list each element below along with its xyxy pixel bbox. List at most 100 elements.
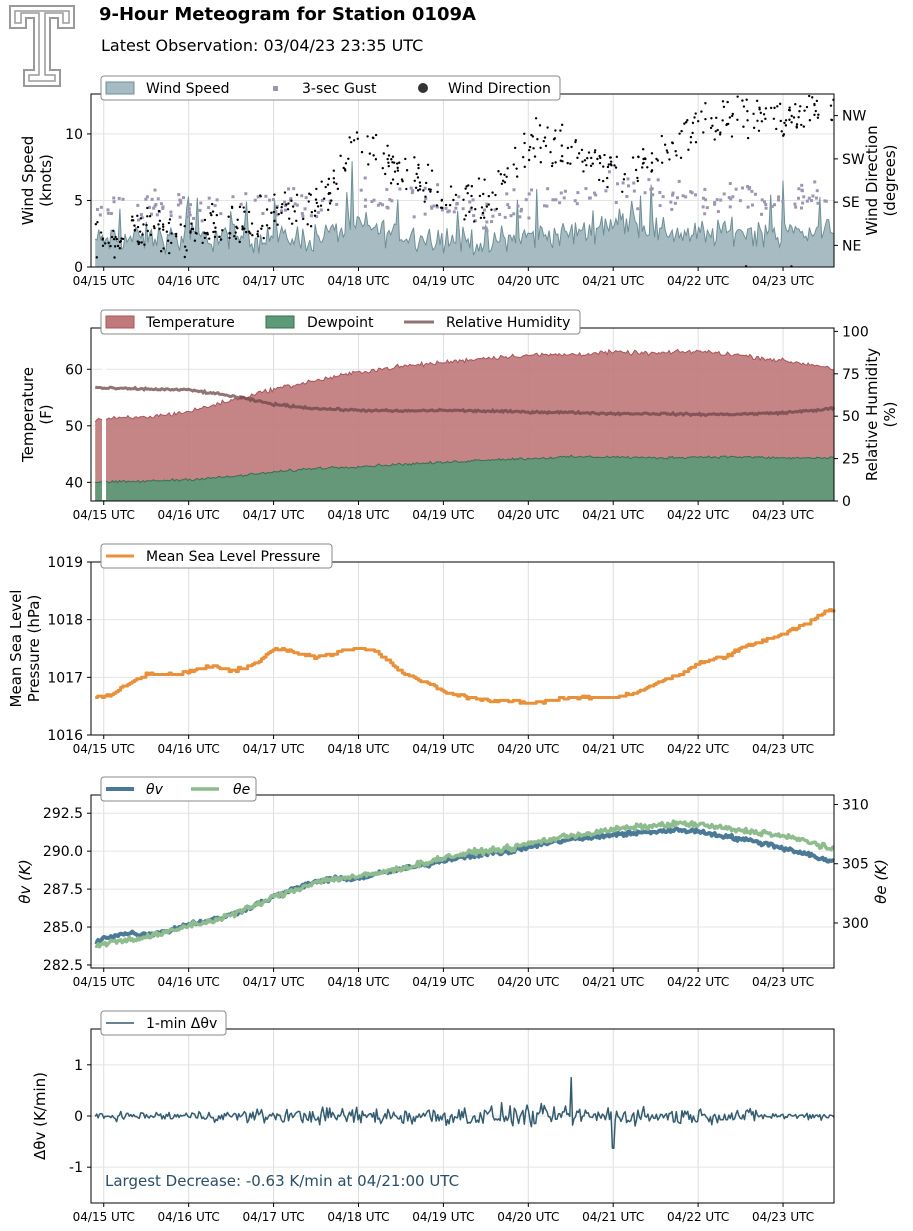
x-tick-label: 04/16 UTC <box>158 274 220 288</box>
theta-v-axis-label: θv (K) <box>16 859 34 903</box>
wind-direction-point <box>136 214 139 218</box>
wind-direction-point <box>104 242 107 245</box>
gust-point <box>563 189 567 193</box>
wind-direction-point <box>593 151 597 154</box>
wind-direction-point <box>136 240 139 243</box>
wind-direction-point <box>261 224 264 228</box>
gust-point <box>616 182 620 186</box>
wind-direction-point <box>813 103 816 107</box>
wind-direction-point <box>487 194 491 198</box>
relative-humidity-axis-label-line: Relative Humidity <box>863 348 881 481</box>
wind-direction-point <box>759 111 762 115</box>
wind-direction-point <box>143 243 146 246</box>
wind-direction-point <box>283 191 287 194</box>
wind-direction-point <box>762 113 766 116</box>
pressure-axis-label-line: Pressure (hPa) <box>25 595 43 703</box>
gust-point <box>364 198 368 202</box>
wind-direction-point <box>133 224 136 227</box>
gust-point <box>636 207 640 211</box>
wind-direction-point <box>290 222 294 225</box>
wind-direction-point <box>391 155 395 158</box>
wind-direction-point <box>727 122 730 126</box>
wind-direction-point <box>736 95 739 98</box>
gust-point <box>455 201 459 205</box>
relative-humidity-axis-label: Relative Humidity(%) <box>863 348 899 481</box>
wind-direction-point <box>574 140 577 144</box>
wind-direction-point <box>158 219 162 222</box>
y-tick-label: 5 <box>74 193 83 209</box>
gust-point <box>551 198 555 202</box>
gust-point <box>750 189 754 193</box>
y2-tick-label: 75 <box>842 367 860 383</box>
gust-point <box>147 205 151 209</box>
wind-direction-point <box>666 151 669 154</box>
wind-direction-point <box>746 109 749 113</box>
gust-point <box>169 214 173 218</box>
y2-tick-label: SE <box>842 195 860 211</box>
wind-direction-point <box>256 232 259 236</box>
legend-direction-swatch <box>418 83 428 93</box>
gust-point <box>315 215 319 219</box>
gust-point <box>481 212 485 216</box>
wind-direction-point <box>332 181 336 184</box>
wind-direction-point <box>413 179 416 182</box>
wind-direction-point <box>636 176 639 180</box>
y-tick-label: 50 <box>65 419 83 435</box>
wind-direction-point <box>569 162 572 165</box>
wind-direction-point <box>262 236 265 240</box>
gust-point <box>187 210 191 214</box>
wind-direction-point <box>244 230 248 234</box>
wind-direction-point <box>145 223 148 227</box>
wind-direction-point <box>772 117 776 120</box>
gust-point <box>156 197 160 201</box>
gust-point <box>136 203 140 207</box>
wind-direction-point <box>503 173 506 176</box>
wind-direction-point <box>523 165 526 169</box>
gust-point <box>153 188 157 192</box>
gust-point <box>144 197 148 201</box>
gust-point <box>701 205 705 209</box>
wind-direction-point <box>131 219 135 222</box>
x-tick-label: 04/21 UTC <box>582 975 644 989</box>
gust-point <box>335 202 339 206</box>
wind-direction-point <box>206 233 209 236</box>
wind-direction-point <box>259 195 262 198</box>
gust-point <box>684 195 688 199</box>
gust-point <box>411 189 415 193</box>
data-gap <box>102 329 107 500</box>
gust-point <box>507 205 511 209</box>
gust-point <box>722 192 726 196</box>
wind-direction-point <box>477 177 481 180</box>
wind-direction-point <box>631 156 635 159</box>
x-tick-label: 04/18 UTC <box>327 274 389 288</box>
x-tick-label: 04/17 UTC <box>242 274 304 288</box>
wind-direction-point <box>641 166 644 169</box>
wind-direction-point <box>668 158 671 161</box>
gust-point <box>154 202 158 206</box>
gust-point <box>424 197 428 201</box>
gust-point <box>398 187 402 191</box>
legend-box <box>100 543 333 569</box>
x-tick-label: 04/16 UTC <box>158 1210 220 1224</box>
gust-point <box>770 204 774 208</box>
gust-point <box>423 212 427 216</box>
gust-point <box>316 211 320 215</box>
wind-direction-point <box>387 164 390 168</box>
wind-direction-point <box>603 153 606 157</box>
wind-direction-point <box>190 222 193 225</box>
wind-direction-point <box>310 211 314 214</box>
wind-direction-point <box>277 212 280 216</box>
y-tick-label: 282.5 <box>43 958 83 974</box>
wind-direction-point <box>360 150 364 154</box>
wind-direction-point <box>368 152 372 155</box>
temperature-axis-label-line: Temperature <box>19 367 37 463</box>
wind-direction-point <box>636 179 639 183</box>
gust-point <box>670 207 674 211</box>
wind-direction-point <box>546 126 549 129</box>
wind-direction-point <box>780 130 783 133</box>
wind-direction-point <box>162 247 165 250</box>
gust-point <box>793 202 797 206</box>
wind-direction-point <box>356 137 360 141</box>
y-tick-label: 1018 <box>47 613 83 629</box>
gust-point <box>363 176 367 180</box>
